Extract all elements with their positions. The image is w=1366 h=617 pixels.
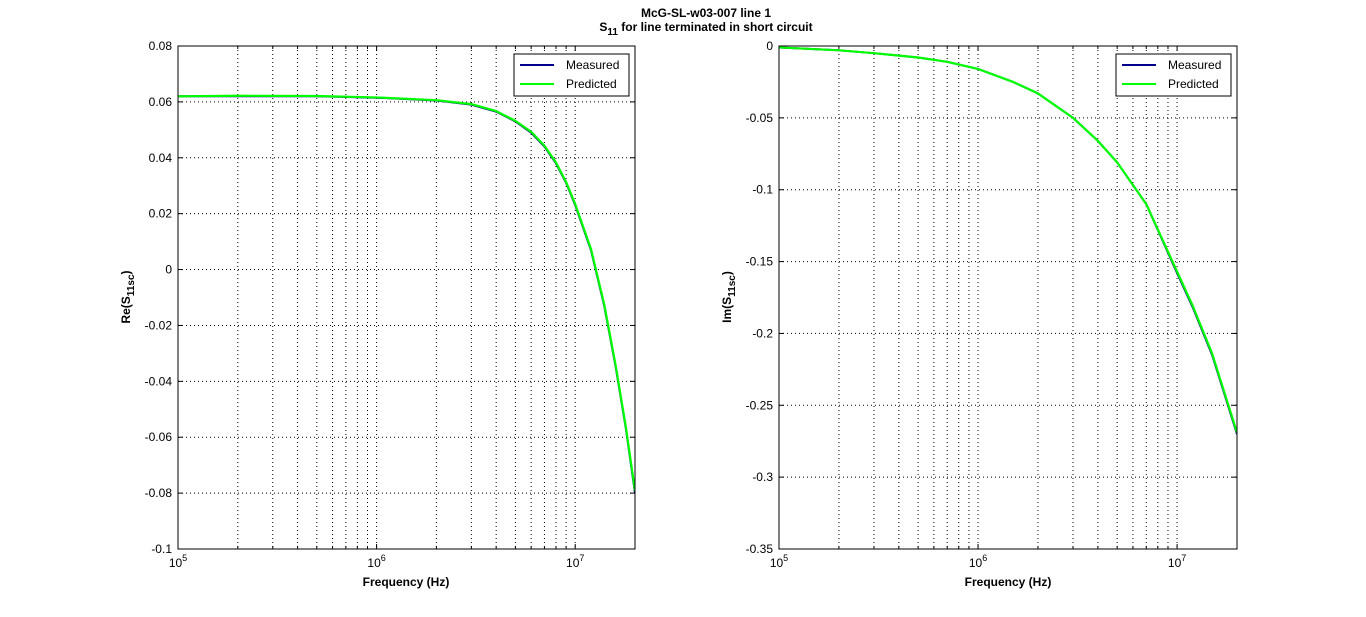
legend-box (513, 53, 630, 97)
ticks: 0.08 0.06 0.04 0.02 0 -0.02 -0.04 -0.06 -0.08 -0.… (145, 39, 636, 570)
x-tick-base: 10 (367, 556, 381, 570)
y-label-suffix: ) (720, 271, 734, 275)
y-axis-label: Re(S11sc) (119, 270, 137, 323)
x-tick-exponent: 5 (182, 553, 187, 563)
figure-title: McG-SL-w03-007 line 1 S11 for line termi… (599, 6, 812, 38)
x-tick-label: 106 (969, 553, 987, 570)
figure-title-line1: McG-SL-w03-007 line 1 (641, 6, 771, 20)
y-tick-label: -0.1 (752, 183, 773, 197)
y-tick-label: -0.3 (752, 470, 773, 484)
plot-area (178, 46, 635, 549)
y-tick-label: -0.04 (145, 374, 173, 388)
x-tick-label: 107 (1168, 553, 1186, 570)
y-tick-label: 0.08 (149, 39, 173, 53)
y-tick-label: -0.15 (746, 255, 774, 269)
x-tick-exponent: 7 (1181, 553, 1186, 563)
legend-label-predicted: Predicted (1168, 77, 1219, 91)
figure-title-line2: S11 for line terminated in short circuit (599, 20, 812, 38)
y-tick-label: 0 (766, 39, 773, 53)
y-tick-label: -0.02 (145, 318, 173, 332)
title-symbol: S (599, 20, 607, 34)
legend-label-measured: Measured (1168, 58, 1221, 72)
x-tick-exponent: 5 (783, 553, 788, 563)
x-tick-label: 106 (367, 553, 385, 570)
y-tick-label: -0.2 (752, 326, 773, 340)
x-tick-base: 10 (169, 556, 183, 570)
y-label-prefix: Re(S (119, 296, 133, 323)
x-tick-exponent: 6 (381, 553, 386, 563)
y-tick-label: -0.35 (746, 542, 774, 556)
y-tick-label: 0 (165, 263, 172, 277)
y-label-suffix: ) (119, 270, 133, 274)
real-part-plot: 0.08 0.06 0.04 0.02 0 -0.02 -0.04 -0.06 -0.08 -0.… (119, 39, 636, 589)
x-axis-label: Frequency (Hz) (965, 575, 1052, 589)
y-tick-label: 0.04 (149, 151, 173, 165)
series-layer (779, 46, 1237, 435)
series-line-predicted (779, 46, 1237, 433)
y-label-sub: 11sc (126, 274, 137, 296)
title-subscript: 11 (607, 27, 618, 38)
axes-frame (177, 45, 636, 550)
x-axis-label: Frequency (Hz) (363, 575, 450, 589)
x-tick-label: 107 (566, 553, 584, 570)
legend: Measured Predicted (1115, 53, 1232, 97)
series-line-predicted (178, 94, 635, 492)
legend-label-predicted: Predicted (566, 77, 617, 91)
x-tick-base: 10 (969, 556, 983, 570)
title-rest: for line terminated in short circuit (618, 20, 813, 34)
x-tick-exponent: 6 (982, 553, 987, 563)
y-tick-label: -0.08 (145, 486, 173, 500)
y-tick-label: -0.05 (746, 111, 774, 125)
legend: Measured Predicted (513, 53, 630, 97)
x-tick-label: 105 (770, 553, 788, 570)
grid (779, 46, 1237, 549)
legend-box (1115, 53, 1232, 97)
x-tick-base: 10 (770, 556, 784, 570)
y-tick-label: 0.06 (149, 95, 173, 109)
axes-frame (778, 45, 1238, 550)
plot-area (779, 46, 1237, 549)
legend-label-measured: Measured (566, 58, 619, 72)
x-tick-base: 10 (566, 556, 580, 570)
x-tick-label: 105 (169, 553, 187, 570)
x-tick-base: 10 (1168, 556, 1182, 570)
y-tick-label: -0.06 (145, 430, 173, 444)
y-tick-label: 0.02 (149, 207, 173, 221)
y-tick-label: -0.25 (746, 398, 774, 412)
series-layer (178, 94, 635, 494)
y-label-sub: 11sc (727, 275, 738, 297)
grid (178, 46, 635, 549)
x-tick-exponent: 7 (579, 553, 584, 563)
y-axis-label: Im(S11sc) (720, 271, 738, 323)
y-tick-label: -0.1 (151, 542, 172, 556)
y-label-prefix: Im(S (720, 297, 734, 323)
